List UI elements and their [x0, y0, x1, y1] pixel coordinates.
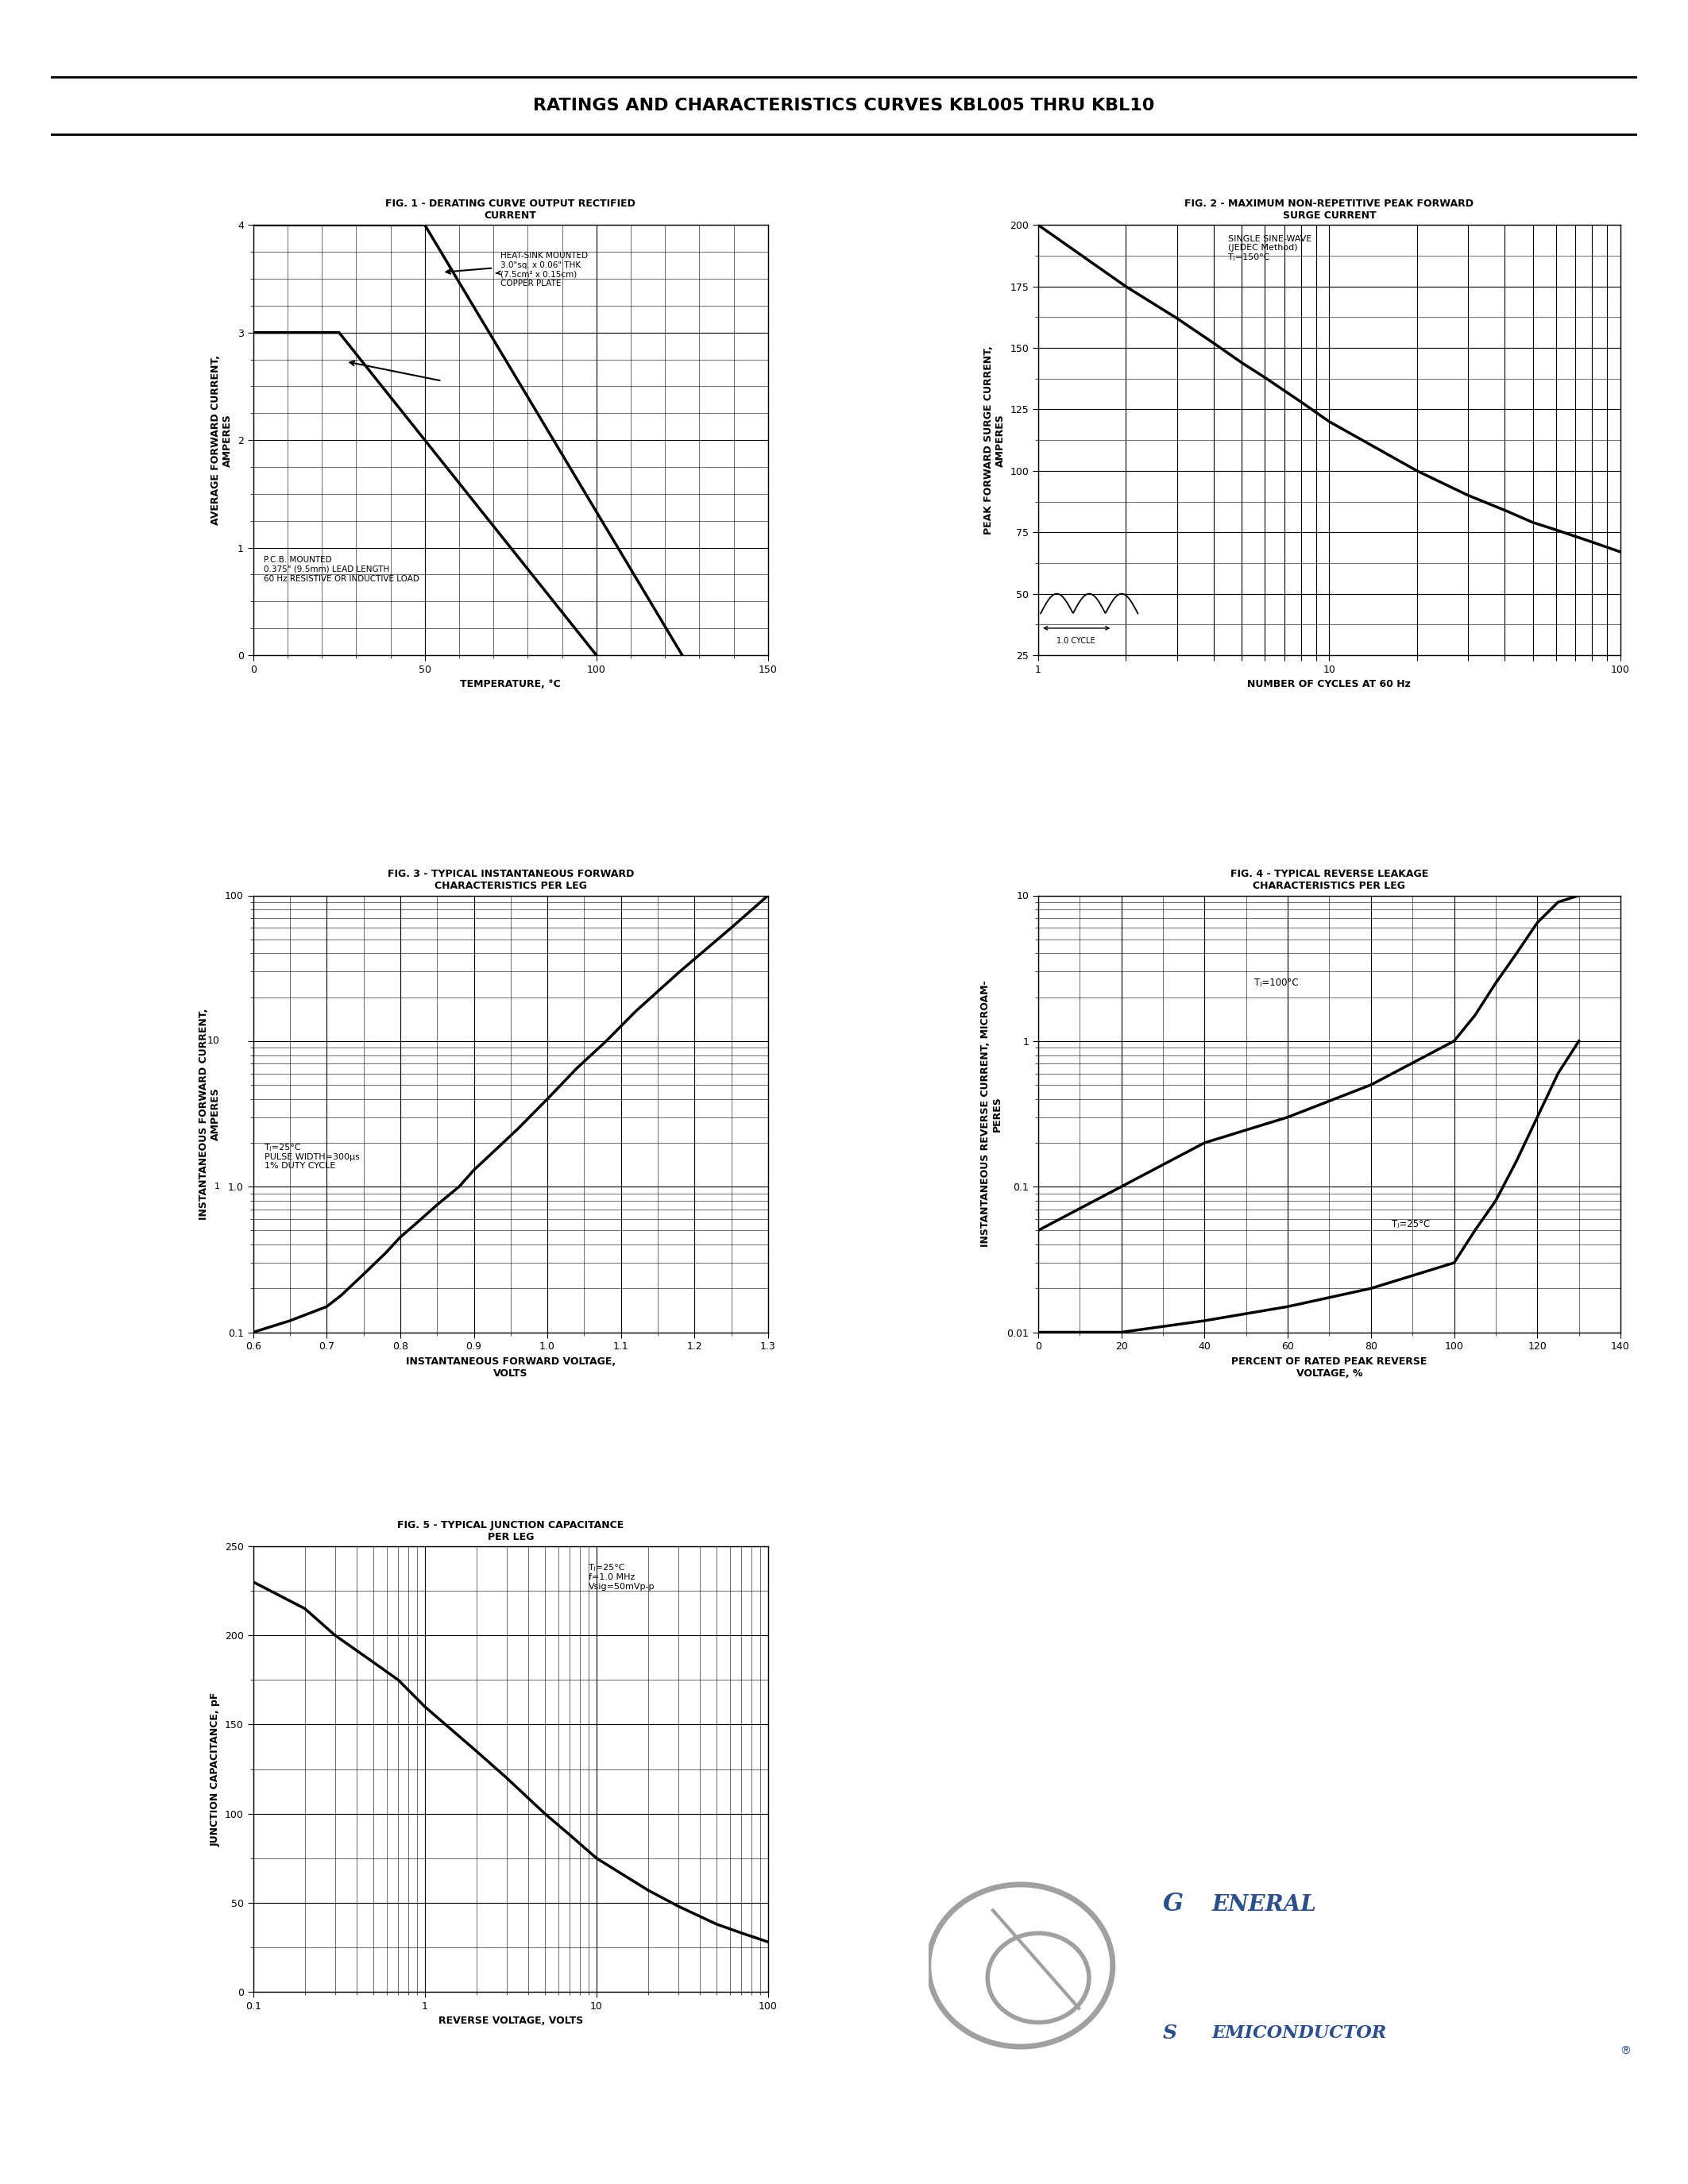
Y-axis label: AVERAGE FORWARD CURRENT,
AMPERES: AVERAGE FORWARD CURRENT, AMPERES: [211, 356, 233, 524]
Y-axis label: PEAK FORWARD SURGE CURRENT,
AMPERES: PEAK FORWARD SURGE CURRENT, AMPERES: [982, 345, 1006, 535]
Title: FIG. 1 - DERATING CURVE OUTPUT RECTIFIED
CURRENT: FIG. 1 - DERATING CURVE OUTPUT RECTIFIED…: [385, 199, 636, 221]
Text: ENERAL: ENERAL: [1212, 1894, 1317, 1915]
X-axis label: PERCENT OF RATED PEAK REVERSE
VOLTAGE, %: PERCENT OF RATED PEAK REVERSE VOLTAGE, %: [1232, 1356, 1426, 1378]
Text: G: G: [1163, 1891, 1183, 1918]
Text: Tⱼ=25°C
PULSE WIDTH=300μs
1% DUTY CYCLE: Tⱼ=25°C PULSE WIDTH=300μs 1% DUTY CYCLE: [265, 1144, 360, 1171]
Text: RATINGS AND CHARACTERISTICS CURVES KBL005 THRU KBL10: RATINGS AND CHARACTERISTICS CURVES KBL00…: [533, 98, 1155, 114]
Y-axis label: INSTANTANEOUS FORWARD CURRENT,
AMPERES: INSTANTANEOUS FORWARD CURRENT, AMPERES: [197, 1009, 221, 1219]
X-axis label: NUMBER OF CYCLES AT 60 Hz: NUMBER OF CYCLES AT 60 Hz: [1247, 679, 1411, 690]
Title: FIG. 4 - TYPICAL REVERSE LEAKAGE
CHARACTERISTICS PER LEG: FIG. 4 - TYPICAL REVERSE LEAKAGE CHARACT…: [1231, 869, 1428, 891]
Text: ®: ®: [1620, 2046, 1631, 2057]
X-axis label: REVERSE VOLTAGE, VOLTS: REVERSE VOLTAGE, VOLTS: [439, 2016, 582, 2027]
Title: FIG. 5 - TYPICAL JUNCTION CAPACITANCE
PER LEG: FIG. 5 - TYPICAL JUNCTION CAPACITANCE PE…: [397, 1520, 625, 1542]
Text: SINGLE SINE-WAVE
(JEDEC Method)
Tⱼ=150°C: SINGLE SINE-WAVE (JEDEC Method) Tⱼ=150°C: [1229, 236, 1312, 262]
Text: Tⱼ=100°C: Tⱼ=100°C: [1254, 978, 1298, 989]
Title: FIG. 2 - MAXIMUM NON-REPETITIVE PEAK FORWARD
SURGE CURRENT: FIG. 2 - MAXIMUM NON-REPETITIVE PEAK FOR…: [1185, 199, 1474, 221]
Text: HEAT-SINK MOUNTED
3.0"sq. x 0.06" THK
(7.5cm² x 0.15cm)
COPPER PLATE: HEAT-SINK MOUNTED 3.0"sq. x 0.06" THK (7…: [496, 251, 587, 288]
Text: 1.0 CYCLE: 1.0 CYCLE: [1057, 638, 1096, 644]
Text: Tⱼ=25°C
f=1.0 MHz
Vsig=50mVp-p: Tⱼ=25°C f=1.0 MHz Vsig=50mVp-p: [589, 1564, 655, 1590]
Text: P.C.B. MOUNTED
0.375" (9.5mm) LEAD LENGTH
60 Hz RESISTIVE OR INDUCTIVE LOAD: P.C.B. MOUNTED 0.375" (9.5mm) LEAD LENGT…: [263, 557, 419, 583]
Text: EMICONDUCTOR: EMICONDUCTOR: [1212, 2025, 1388, 2042]
X-axis label: TEMPERATURE, °C: TEMPERATURE, °C: [461, 679, 560, 690]
X-axis label: INSTANTANEOUS FORWARD VOLTAGE,
VOLTS: INSTANTANEOUS FORWARD VOLTAGE, VOLTS: [405, 1356, 616, 1378]
Y-axis label: JUNCTION CAPACITANCE, pF: JUNCTION CAPACITANCE, pF: [209, 1693, 221, 1845]
Text: 1: 1: [214, 1184, 219, 1190]
Title: FIG. 3 - TYPICAL INSTANTANEOUS FORWARD
CHARACTERISTICS PER LEG: FIG. 3 - TYPICAL INSTANTANEOUS FORWARD C…: [387, 869, 635, 891]
Text: 10: 10: [208, 1035, 219, 1046]
Y-axis label: INSTANTANEOUS REVERSE CURRENT, MICROAM-
PERES: INSTANTANEOUS REVERSE CURRENT, MICROAM- …: [981, 981, 1003, 1247]
Text: S: S: [1163, 2022, 1177, 2042]
Text: Tⱼ=25°C: Tⱼ=25°C: [1391, 1219, 1430, 1230]
